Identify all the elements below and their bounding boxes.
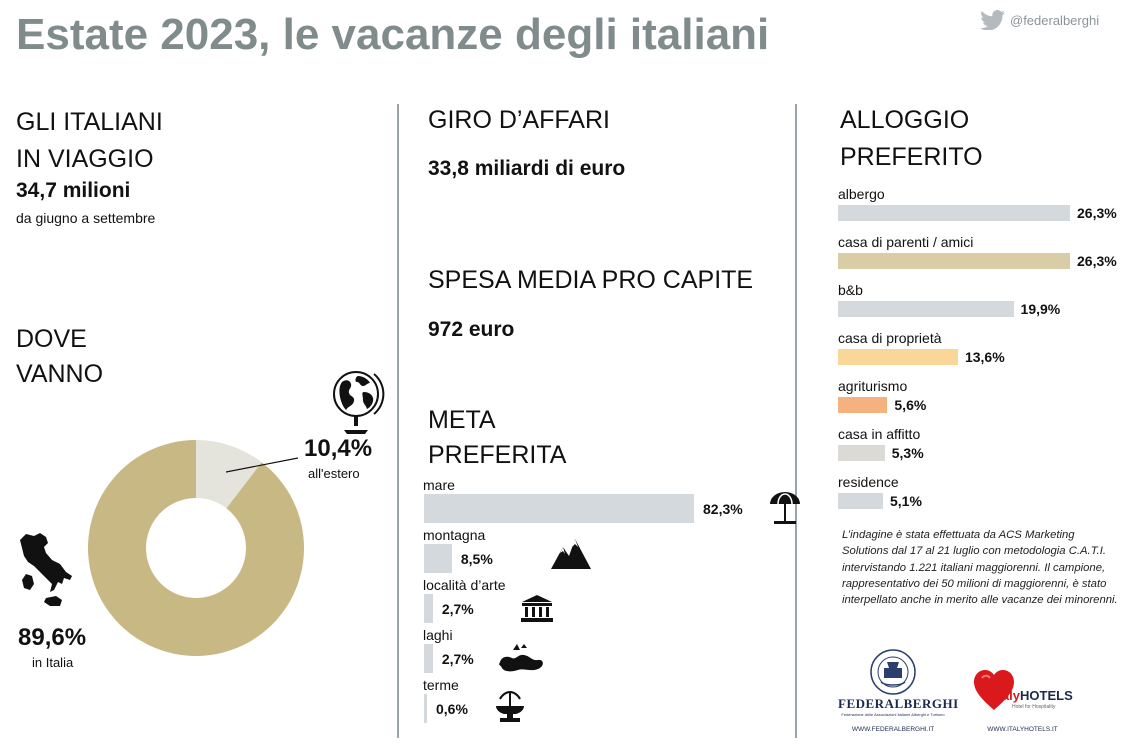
fountain-icon: [492, 688, 528, 729]
meta-bar-value: 0,6%: [436, 701, 468, 717]
meta-bar-value: 2,7%: [441, 651, 474, 667]
alloggio-bar: [838, 493, 883, 509]
italia-label: in Italia: [32, 655, 74, 670]
alloggio-bar-label: albergo: [838, 186, 885, 202]
meta-bar-label: terme: [423, 677, 459, 693]
affari-value: 33,8 miliardi di euro: [428, 157, 626, 180]
alloggio-bar-value: 26,3%: [1077, 253, 1117, 269]
estero-label: all'estero: [308, 466, 360, 481]
lake-icon: [497, 642, 547, 677]
meta-bar-label: laghi: [423, 627, 453, 643]
alloggio-bar-value: 26,3%: [1077, 205, 1117, 221]
meta-bar-value: 82,3%: [703, 501, 743, 517]
divider-right: [795, 104, 797, 738]
alloggio-bar: [838, 445, 885, 461]
meta-heading-1: META: [428, 406, 496, 434]
heart-icon: [974, 670, 1014, 717]
italyhotels-name-b: HOTELS: [1020, 688, 1073, 703]
alloggio-bar-value: 5,1%: [889, 493, 922, 509]
viaggio-heading-1: GLI ITALIANI: [16, 108, 163, 136]
affari-heading: GIRO D’AFFARI: [428, 106, 610, 134]
meta-bar-value: 8,5%: [460, 551, 493, 567]
alloggio-bar: [838, 301, 1014, 317]
federalberghi-emblem: [869, 648, 917, 696]
estero-pct: 10,4%: [304, 435, 373, 462]
viaggio-heading-2: IN VIAGGIO: [16, 145, 154, 173]
italyhotels-name-a: italy: [994, 688, 1021, 703]
italyhotels-url: WWW.ITALYHOTELS.IT: [987, 726, 1058, 733]
donut-chart: [88, 440, 304, 656]
meta-bar-label: mare: [423, 477, 455, 493]
alloggio-bar-label: casa in affitto: [838, 426, 921, 442]
dove-heading-1: DOVE: [16, 325, 87, 353]
temple-icon: [520, 594, 554, 629]
italyhotels-name: italyHOTELS: [994, 688, 1073, 703]
alloggio-bar: [838, 253, 1070, 269]
meta-heading-2: PREFERITA: [428, 441, 567, 469]
federalberghi-url: WWW.FEDERALBERGHI.IT: [851, 726, 935, 733]
alloggio-bar: [838, 349, 958, 365]
twitter-handle[interactable]: @federalberghi: [980, 10, 1099, 30]
alloggio-bar-value: 13,6%: [964, 349, 1005, 365]
italia-pct: 89,6%: [18, 624, 87, 651]
alloggio-bar-value: 5,3%: [891, 445, 924, 461]
alloggio-bar-label: agriturismo: [838, 378, 908, 394]
alloggio-bar-label: casa di proprietà: [838, 330, 942, 346]
page-title: Estate 2023, le vacanze degli italiani: [16, 10, 770, 59]
viaggio-value: 34,7 milioni: [16, 179, 131, 202]
meta-bar-label: montagna: [423, 527, 486, 543]
meta-bar-value: 2,7%: [441, 601, 474, 617]
alloggio-bar: [838, 205, 1070, 221]
federalberghi-subtitle: Federazione delle Associazioni Italiane …: [841, 712, 945, 717]
meta-bar: [424, 544, 452, 573]
alloggio-bar-label: residence: [838, 474, 899, 490]
spesa-value: 972 euro: [428, 318, 515, 341]
twitter-bird-icon: [980, 10, 1005, 30]
globe-icon: [330, 366, 386, 441]
federalberghi-logo[interactable]: FEDERALBERGHI Federazione delle Associaz…: [838, 648, 959, 740]
alloggio-bar-chart: albergo 26,3% casa di parenti / amici 26,3%…: [837, 182, 1127, 517]
mountains-icon: [550, 536, 592, 575]
italyhotels-logo[interactable]: italyHOTELS Hotel for Hospitality WWW.IT…: [970, 664, 1075, 740]
survey-note: L’indagine è stata effettuata da ACS Mar…: [842, 529, 1118, 607]
alloggio-heading-1: ALLOGGIO: [840, 106, 970, 134]
alloggio-bar-label: casa di parenti / amici: [838, 234, 974, 250]
dove-heading-2: VANNO: [16, 360, 104, 388]
alloggio-bar-value: 19,9%: [1020, 301, 1061, 317]
meta-bar: [424, 594, 433, 623]
meta-bar-chart: mare 82,3% montagna 8,5% località d’arte 2,7%…: [423, 476, 793, 736]
federalberghi-name: FEDERALBERGHI: [838, 696, 959, 711]
spesa-heading: SPESA MEDIA PRO CAPITE: [428, 266, 754, 294]
viaggio-period: da giugno a settembre: [16, 210, 156, 226]
donut-slice-estero: [196, 440, 262, 509]
alloggio-bar-value: 5,6%: [894, 397, 927, 413]
meta-bar: [424, 694, 427, 723]
italy-map-icon: [16, 532, 82, 617]
donut-slice-italia: [88, 440, 304, 656]
meta-bar-label: località d’arte: [423, 577, 506, 593]
italyhotels-tagline: Hotel for Hospitality: [1012, 704, 1056, 710]
alloggio-heading-2: PREFERITO: [840, 143, 983, 171]
alloggio-bar-label: b&b: [838, 282, 863, 298]
umbrella-icon: [768, 490, 802, 531]
meta-bar: [424, 494, 694, 523]
meta-bar: [424, 644, 433, 673]
alloggio-bar: [838, 397, 888, 413]
handle-text: @federalberghi: [1010, 12, 1100, 28]
divider-left: [397, 104, 399, 738]
estero-leader-line: [226, 457, 299, 473]
